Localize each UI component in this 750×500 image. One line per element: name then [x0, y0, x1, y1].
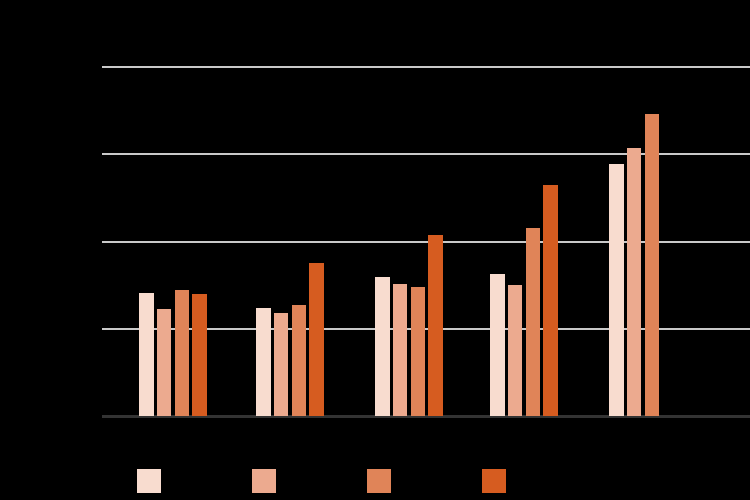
gridline-y100 [102, 327, 750, 330]
bar-group5-series-1 [609, 163, 624, 416]
legend-swatch-series-4 [482, 469, 506, 493]
bar-group1-series-4 [192, 293, 207, 416]
bar-group3-series-3 [410, 286, 426, 416]
bar-group3-series-2 [392, 284, 408, 416]
bar-group4-series-2 [507, 285, 523, 416]
gridline-y300 [102, 153, 750, 156]
bar-group1-series-2 [156, 308, 172, 416]
bar-group5-series-2 [626, 148, 642, 416]
bar-group2-series-1 [256, 307, 271, 416]
bar-group1-series-1 [139, 292, 154, 416]
bar-group3-series-4 [428, 235, 443, 416]
bar-group4-series-3 [525, 228, 541, 416]
bar-group4-series-4 [543, 184, 558, 416]
x-axis-line [102, 415, 750, 418]
bar-group1-series-3 [174, 289, 190, 416]
bar-group2-series-3 [291, 305, 307, 416]
gridline-y200 [102, 240, 750, 243]
bar-group2-series-2 [273, 313, 289, 416]
bar-group3-series-1 [375, 277, 390, 416]
legend-swatch-series-1 [137, 469, 161, 493]
legend-swatch-series-2 [252, 469, 276, 493]
legend-swatch-series-3 [367, 469, 391, 493]
bar-group5-series-3 [644, 114, 660, 416]
bar-group4-series-1 [490, 273, 505, 416]
bar-group2-series-4 [309, 263, 324, 416]
gridline-y400 [102, 66, 750, 68]
